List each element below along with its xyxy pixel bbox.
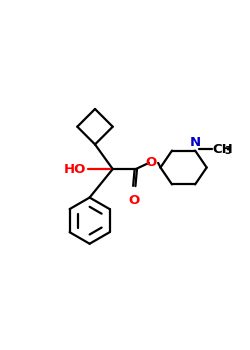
Text: 3: 3 [224, 146, 231, 156]
Text: O: O [146, 156, 157, 169]
Text: N: N [190, 136, 201, 149]
Text: HO: HO [64, 162, 86, 176]
Text: O: O [129, 194, 140, 207]
Text: CH: CH [213, 142, 234, 155]
